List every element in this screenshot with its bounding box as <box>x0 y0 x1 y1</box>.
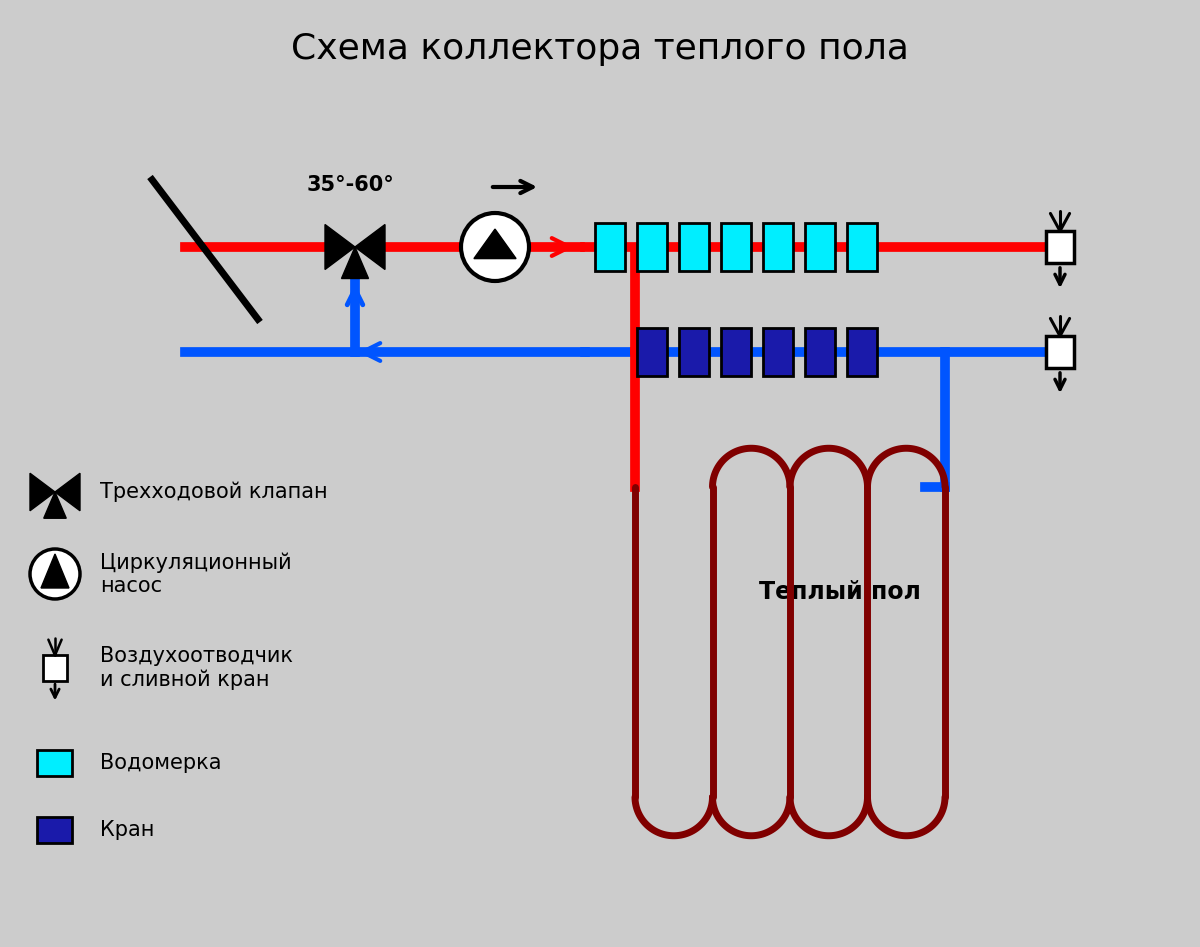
Polygon shape <box>474 229 516 259</box>
Text: Воздухоотводчик
и сливной кран: Воздухоотводчик и сливной кран <box>100 647 293 690</box>
Bar <box>637 328 667 376</box>
Text: Кран: Кран <box>100 820 155 840</box>
Circle shape <box>30 549 80 599</box>
Bar <box>595 223 625 271</box>
Bar <box>637 223 667 271</box>
Bar <box>43 655 67 681</box>
Bar <box>805 328 835 376</box>
Text: Теплый пол: Теплый пол <box>760 580 920 604</box>
Text: 35°-60°: 35°-60° <box>306 175 394 195</box>
Bar <box>37 750 72 776</box>
Text: Трехходовой клапан: Трехходовой клапан <box>100 482 328 502</box>
Polygon shape <box>43 492 66 518</box>
Bar <box>721 223 751 271</box>
Text: Схема коллектора теплого пола: Схема коллектора теплого пола <box>292 32 908 66</box>
Bar <box>847 223 877 271</box>
Polygon shape <box>41 554 70 588</box>
Text: Циркуляционный
насос: Циркуляционный насос <box>100 552 292 596</box>
Bar <box>679 223 709 271</box>
Text: Водомерка: Водомерка <box>100 753 222 773</box>
Bar <box>763 223 793 271</box>
Bar <box>1046 336 1074 368</box>
Polygon shape <box>325 224 355 270</box>
Polygon shape <box>55 474 80 510</box>
Bar <box>721 328 751 376</box>
Bar <box>847 328 877 376</box>
Bar <box>805 223 835 271</box>
Bar <box>679 328 709 376</box>
Bar <box>763 328 793 376</box>
Bar <box>1046 231 1074 263</box>
Bar <box>37 817 72 843</box>
Polygon shape <box>30 474 55 510</box>
Circle shape <box>461 213 529 281</box>
Polygon shape <box>342 247 368 278</box>
Polygon shape <box>355 224 385 270</box>
